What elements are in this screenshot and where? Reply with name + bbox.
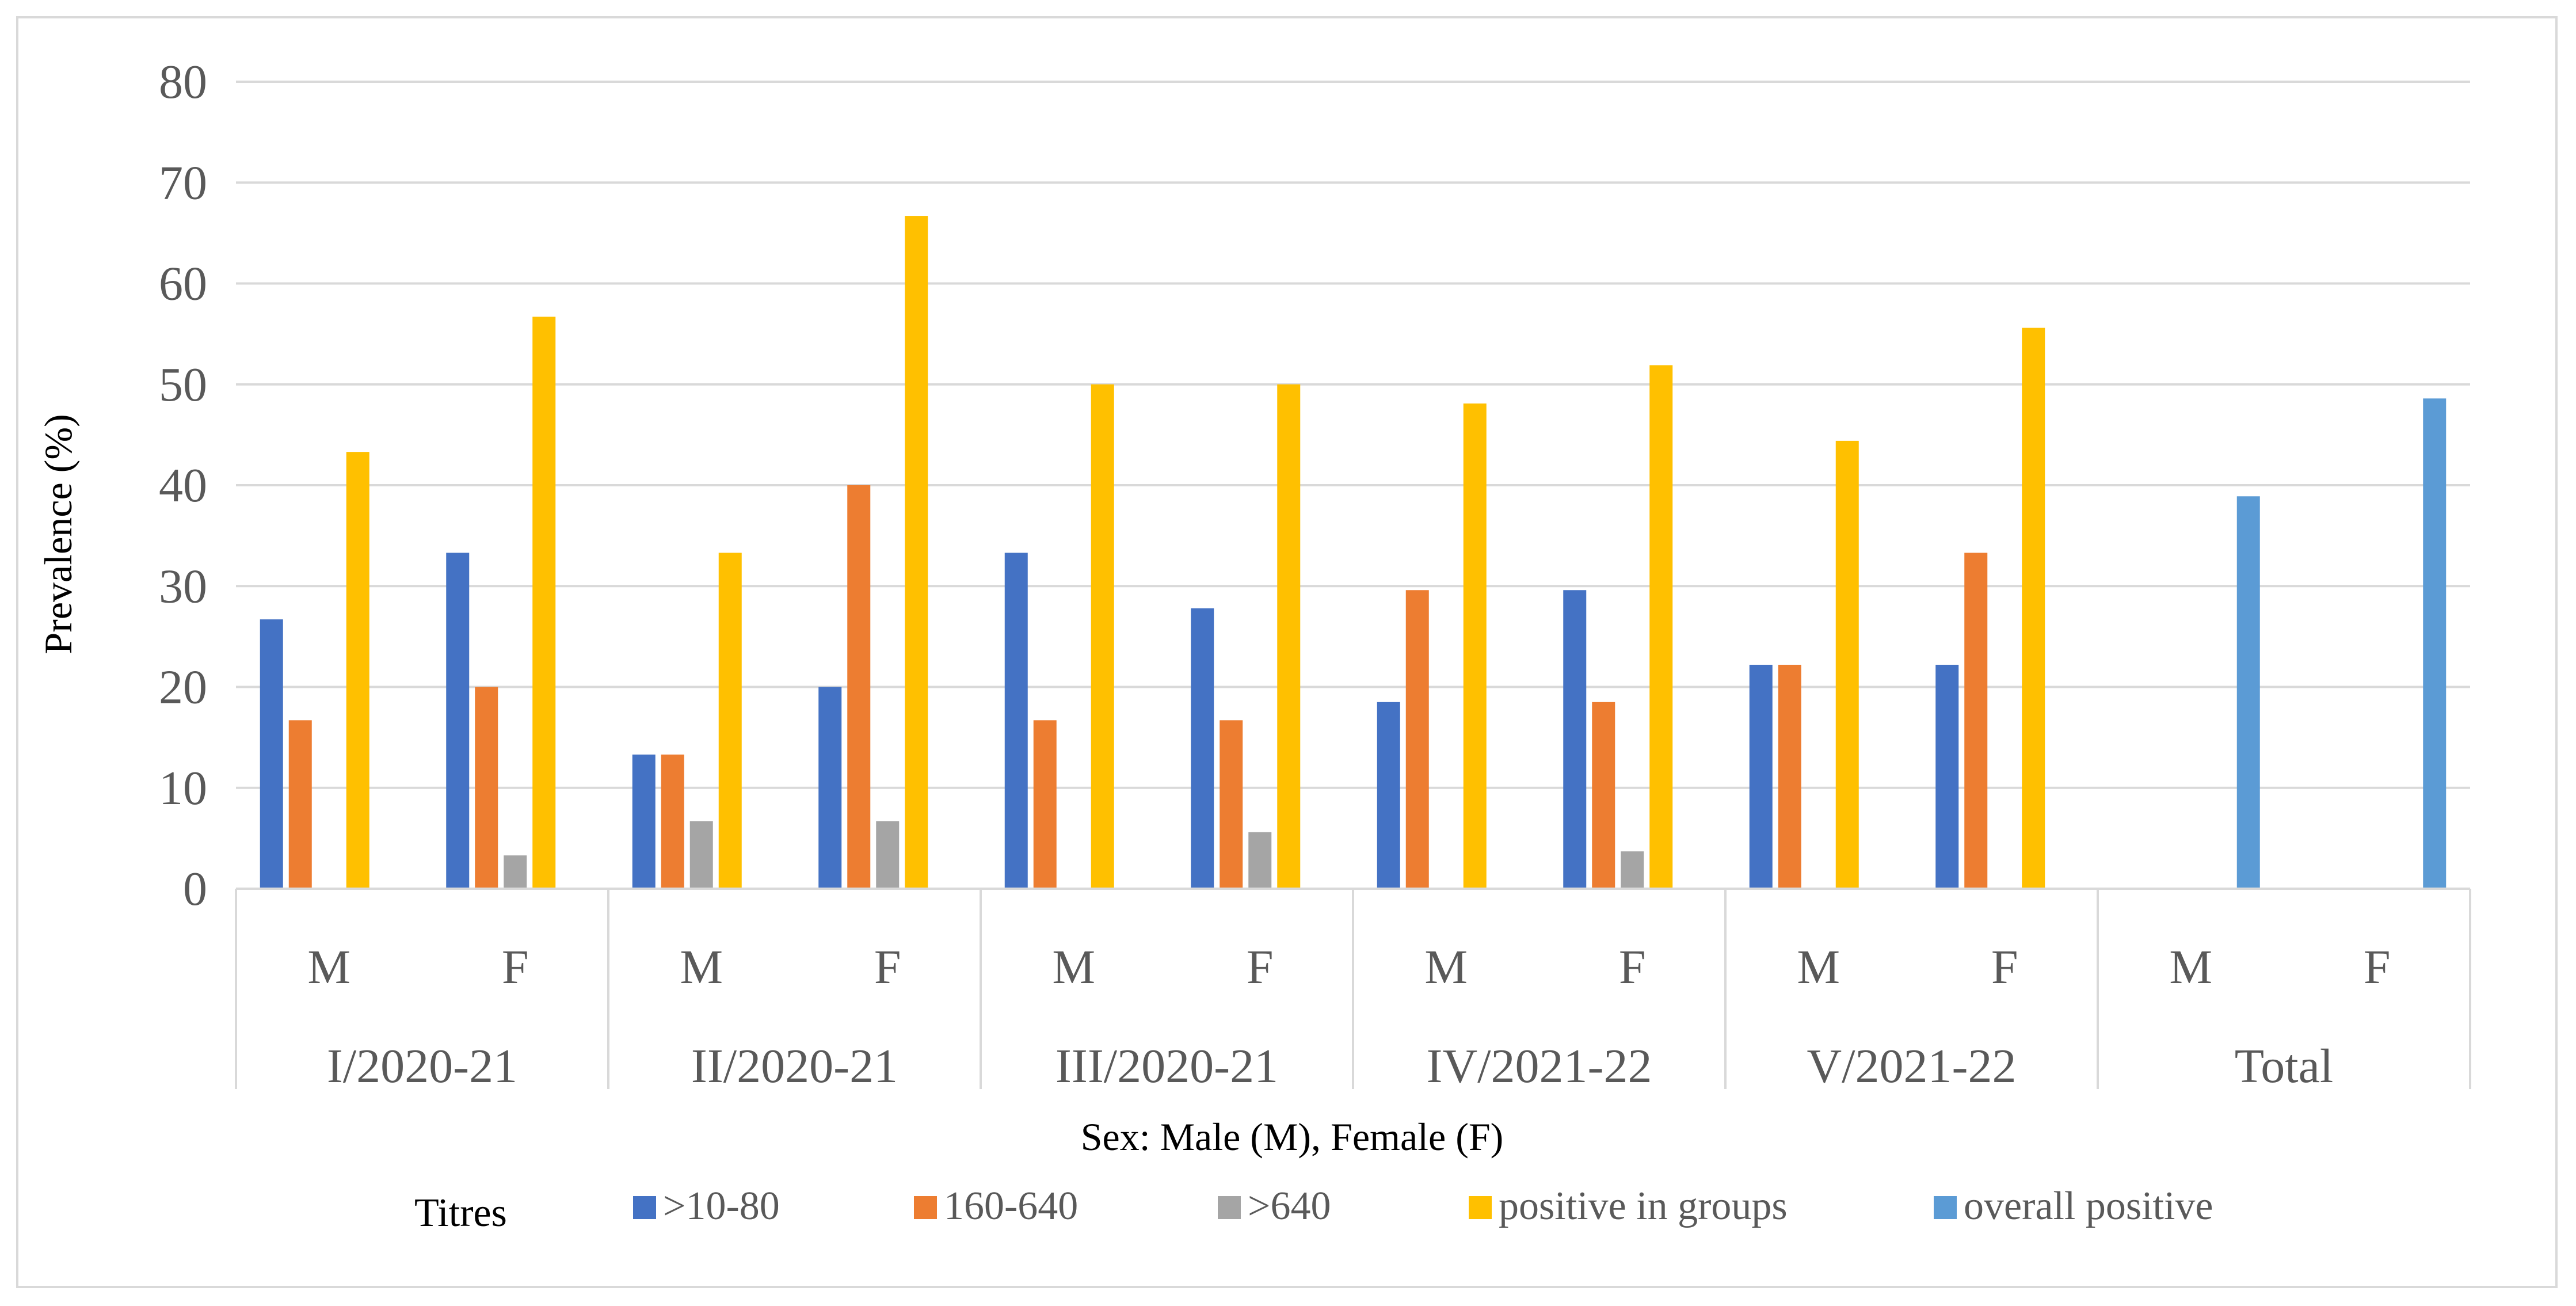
x-tick-label-sex: F xyxy=(1247,941,1274,994)
x-group-label: IV/2021-22 xyxy=(1427,1040,1652,1093)
gridlines xyxy=(236,81,2470,890)
bar-160-640 xyxy=(1220,720,1243,889)
x-tick-label-sex: F xyxy=(1991,941,2018,994)
bar--10-80 xyxy=(260,619,283,889)
y-tick-label: 70 xyxy=(159,156,207,210)
x-tick-label-sex: M xyxy=(680,941,723,994)
legend: Titres >10-80 160-640 >640 positive in grou… xyxy=(414,1184,2213,1235)
legend-entry: >640 xyxy=(1248,1184,1331,1228)
bar--10-80 xyxy=(446,553,470,889)
x-tick-label-sex: M xyxy=(1052,941,1095,994)
bar--10-80 xyxy=(1935,664,1959,889)
x-axis: M F M F M F M F M F M F I/2020-21 II/2020-21 III/2020-… xyxy=(235,888,2471,1093)
y-tick-labels: 0 10 20 30 40 50 60 70 80 xyxy=(159,55,207,916)
bar-160-640 xyxy=(661,754,684,889)
bar-160-640 xyxy=(1033,720,1057,889)
legend-swatch xyxy=(914,1196,937,1219)
bar--10-80 xyxy=(1377,702,1400,889)
bar--10-80 xyxy=(818,687,842,889)
bar-positive-in-groups xyxy=(2022,328,2045,889)
x-group-label: Total xyxy=(2235,1040,2333,1093)
bar-overall-positive xyxy=(2236,496,2260,889)
x-tick-label-sex: F xyxy=(2364,941,2391,994)
bar--10-80 xyxy=(1563,590,1587,889)
chart-frame: 0 10 20 30 40 50 60 70 80 M F M F M F M F M F M F I/2020-21 I… xyxy=(16,16,2558,1288)
bar--640 xyxy=(1248,832,1272,889)
bar-160-640 xyxy=(1405,590,1429,889)
bar-positive-in-groups xyxy=(1649,365,1673,889)
bar-overall-positive xyxy=(2423,398,2447,889)
bar-positive-in-groups xyxy=(1091,384,1114,889)
x-axis-title: Sex: Male (M), Female (F) xyxy=(1081,1115,1504,1159)
bar--10-80 xyxy=(1004,553,1028,889)
x-group-label: V/2021-22 xyxy=(1807,1040,2017,1093)
legend-swatch xyxy=(1934,1196,1957,1219)
x-tick-label-sex: M xyxy=(1797,941,1840,994)
y-tick-label: 60 xyxy=(159,257,207,311)
bar-chart: 0 10 20 30 40 50 60 70 80 M F M F M F M F M F M F I/2020-21 I… xyxy=(36,55,2471,1235)
x-tick-label-sex: M xyxy=(1424,941,1468,994)
x-tick-label-sex: M xyxy=(307,941,350,994)
bar--10-80 xyxy=(632,754,656,889)
y-axis-title: Prevalence (%) xyxy=(36,414,80,654)
legend-swatch xyxy=(1469,1196,1492,1219)
bar--640 xyxy=(689,821,713,889)
y-tick-label: 20 xyxy=(159,661,207,714)
bar-160-640 xyxy=(1964,553,1988,889)
bar--10-80 xyxy=(1749,664,1773,889)
bar-positive-in-groups xyxy=(532,317,556,889)
bar--10-80 xyxy=(1191,608,1214,889)
y-tick-label: 50 xyxy=(159,358,207,412)
bar-160-640 xyxy=(1778,664,1801,889)
bar-positive-in-groups xyxy=(718,553,742,889)
bar--640 xyxy=(1621,851,1644,889)
bar-160-640 xyxy=(475,687,498,889)
bar--640 xyxy=(504,855,527,889)
x-tick-label-sex: F xyxy=(1619,941,1646,994)
x-group-label: III/2020-21 xyxy=(1055,1040,1278,1093)
legend-entry: overall positive xyxy=(1964,1184,2213,1228)
bar-positive-in-groups xyxy=(1835,440,1859,889)
legend-title: Titres xyxy=(414,1191,507,1235)
bar--640 xyxy=(876,821,900,889)
y-tick-label: 30 xyxy=(159,559,207,613)
bar-positive-in-groups xyxy=(1463,403,1487,889)
bar-160-640 xyxy=(1592,702,1615,889)
y-tick-label: 80 xyxy=(159,55,207,109)
legend-swatch xyxy=(1218,1196,1241,1219)
bar-positive-in-groups xyxy=(1277,384,1301,889)
x-group-label: I/2020-21 xyxy=(327,1040,517,1093)
x-group-label: II/2020-21 xyxy=(691,1040,898,1093)
x-tick-label-sex: F xyxy=(874,941,901,994)
bar-positive-in-groups xyxy=(346,452,369,889)
x-tick-label-sex: M xyxy=(2169,941,2212,994)
bar-160-640 xyxy=(847,485,871,889)
y-tick-label: 40 xyxy=(159,459,207,512)
legend-entry: >10-80 xyxy=(663,1184,780,1228)
y-tick-label: 10 xyxy=(159,761,207,815)
legend-swatch xyxy=(633,1196,656,1219)
legend-entry: positive in groups xyxy=(1499,1184,1788,1228)
x-tick-label-sex: F xyxy=(502,941,529,994)
y-tick-label: 0 xyxy=(183,862,207,916)
bars xyxy=(260,216,2447,889)
legend-entry: 160-640 xyxy=(944,1184,1078,1228)
bar-160-640 xyxy=(288,720,312,889)
bar-positive-in-groups xyxy=(905,216,928,889)
